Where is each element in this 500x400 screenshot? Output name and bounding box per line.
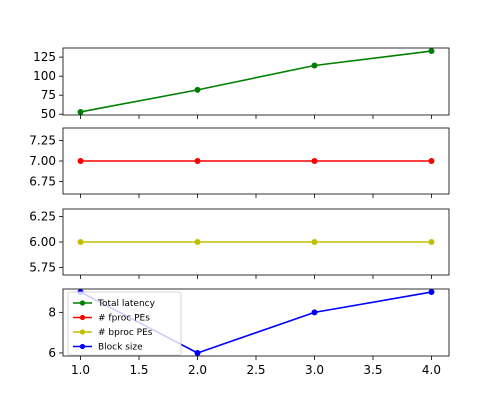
y-tick-label-panel-3: 6.25 (29, 210, 56, 224)
y-tick-label-panel-4: 8 (48, 305, 56, 319)
y-tick-label-panel-2: 6.75 (29, 175, 56, 189)
data-point-panel-3 (311, 239, 318, 245)
data-point-panel-2 (77, 158, 84, 164)
data-point-panel-4 (311, 309, 318, 316)
data-point-panel-1 (77, 108, 84, 115)
y-tick-label-panel-1: 125 (33, 50, 56, 64)
x-tick-label: 1.5 (129, 363, 148, 377)
data-point-panel-1 (428, 48, 435, 55)
data-point-panel-3 (194, 239, 201, 245)
data-point-panel-4 (428, 289, 435, 296)
y-tick-label-panel-4: 6 (48, 346, 56, 360)
x-tick-label: 3.5 (363, 363, 382, 377)
legend-marker (79, 343, 86, 350)
x-tick-label: 1.0 (71, 363, 90, 377)
x-tick-label: 3.0 (305, 363, 324, 377)
legend-label: Total latency (97, 299, 156, 309)
y-tick-label-panel-3: 5.75 (29, 260, 56, 274)
y-tick-label-panel-1: 75 (41, 88, 56, 102)
legend-marker (79, 314, 86, 321)
y-tick-label-panel-3: 6.00 (29, 235, 56, 249)
series-line-1 (80, 50, 432, 113)
x-tick-label: 2.5 (246, 363, 265, 377)
x-tick-label: 2.0 (188, 363, 207, 377)
legend-box (67, 291, 182, 356)
legend-marker (79, 300, 86, 306)
y-tick-label-panel-1: 50 (41, 107, 56, 121)
legend-label: # bproc PEs (98, 328, 153, 338)
y-tick-label-panel-2: 7.00 (29, 154, 56, 168)
data-point-panel-3 (77, 239, 84, 245)
legend-label: # fproc PEs (98, 314, 150, 324)
x-tick-label: 4.0 (422, 363, 441, 377)
panel-frame-3 (62, 208, 450, 276)
data-point-panel-1 (311, 62, 318, 69)
panel-frame-1 (62, 47, 450, 116)
legend-marker (79, 329, 86, 335)
data-point-panel-4 (194, 349, 201, 356)
data-point-panel-2 (428, 158, 435, 164)
data-point-panel-2 (194, 158, 201, 164)
y-tick-label-panel-2: 7.25 (29, 133, 56, 147)
legend-label: Block size (98, 343, 143, 353)
data-point-panel-2 (311, 158, 318, 164)
data-point-panel-1 (194, 86, 201, 93)
data-point-panel-3 (428, 239, 435, 245)
y-tick-label-panel-1: 100 (33, 69, 56, 83)
panel-frame-4 (62, 288, 450, 357)
panel-frame-2 (62, 127, 450, 195)
